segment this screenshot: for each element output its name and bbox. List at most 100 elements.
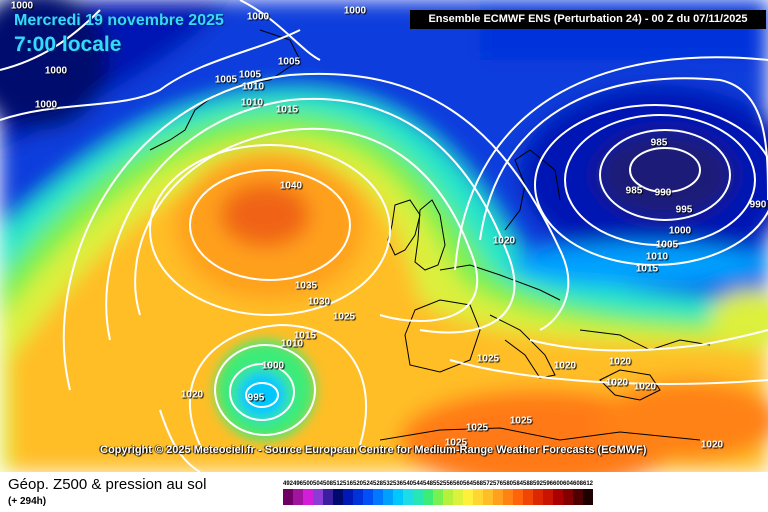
legend-cell: 560 xyxy=(453,480,463,505)
map-footer: Géop. Z500 & pression au sol (+ 294h) 49… xyxy=(0,472,768,512)
legend-cell: 572 xyxy=(483,480,493,505)
legend-swatch xyxy=(333,489,343,505)
isobar-label: 1005 xyxy=(238,69,262,81)
isobar-label: 1000 xyxy=(343,5,367,17)
legend-swatch xyxy=(513,489,523,505)
legend-value: 496 xyxy=(293,481,304,487)
legend-cell: 504 xyxy=(313,480,323,505)
legend-cell: 596 xyxy=(543,480,553,505)
legend-value: 552 xyxy=(433,481,444,487)
legend-value: 536 xyxy=(393,481,404,487)
legend-swatch xyxy=(573,489,583,505)
legend-cell: 520 xyxy=(353,480,363,505)
legend-cell: 516 xyxy=(343,480,353,505)
isobar-label: 1010 xyxy=(241,81,265,93)
lead-time: (+ 294h) xyxy=(8,496,47,507)
legend-cell: 540 xyxy=(403,480,413,505)
legend-swatch xyxy=(563,489,573,505)
legend-value: 564 xyxy=(463,481,474,487)
isobar-label: 1025 xyxy=(465,422,489,434)
legend-cell: 588 xyxy=(523,480,533,505)
isobar-label: 1000 xyxy=(10,0,34,12)
legend-swatch xyxy=(293,489,303,505)
legend-swatch xyxy=(493,489,503,505)
legend-cell: 564 xyxy=(463,480,473,505)
legend-value: 492 xyxy=(283,481,294,487)
legend-value: 508 xyxy=(323,481,334,487)
isobar-label: 1020 xyxy=(492,235,516,247)
legend-value: 524 xyxy=(363,481,374,487)
isobar-label: 1025 xyxy=(444,437,468,449)
isobar-label: 1010 xyxy=(645,251,669,263)
legend-swatch xyxy=(383,489,393,505)
legend-swatch xyxy=(403,489,413,505)
forecast-date: Mercredi 19 novembre 2025 xyxy=(14,12,224,29)
color-scale-legend: 492 496 500 504 508 512 516 520 524 528 532 536 540 5… xyxy=(283,480,593,505)
legend-cell: 492 xyxy=(283,480,293,505)
isobar-label: 1005 xyxy=(655,239,679,251)
legend-cell: 532 xyxy=(383,480,393,505)
legend-cell: 576 xyxy=(493,480,503,505)
legend-value: 520 xyxy=(353,481,364,487)
legend-value: 576 xyxy=(493,481,504,487)
isobar-label: 1010 xyxy=(240,97,264,109)
legend-cell: 604 xyxy=(563,480,573,505)
legend-cell: 592 xyxy=(533,480,543,505)
isobar-label: 1020 xyxy=(553,360,577,372)
product-title: Géop. Z500 & pression au sol xyxy=(8,476,207,493)
legend-value: 580 xyxy=(503,481,514,487)
isobar-label: 1015 xyxy=(635,263,659,275)
legend-value: 540 xyxy=(403,481,414,487)
legend-cell: 556 xyxy=(443,480,453,505)
legend-swatch xyxy=(433,489,443,505)
forecast-local-time: 7:00 locale xyxy=(14,33,122,56)
isobar-label: 985 xyxy=(625,185,643,197)
isobar-label: 1000 xyxy=(44,65,68,77)
legend-cell: 612 xyxy=(583,480,593,505)
legend-cell: 528 xyxy=(373,480,383,505)
legend-swatch xyxy=(473,489,483,505)
weather-map: 1000 1000 1000 1000 1000 1005 1005 1005 … xyxy=(0,0,768,472)
legend-cell: 608 xyxy=(573,480,583,505)
legend-swatch xyxy=(353,489,363,505)
isobar-label: 985 xyxy=(650,137,668,149)
legend-value: 544 xyxy=(413,481,424,487)
isobar-label: 1030 xyxy=(307,296,331,308)
legend-value: 588 xyxy=(523,481,534,487)
legend-value: 604 xyxy=(563,481,574,487)
legend-cell: 584 xyxy=(513,480,523,505)
legend-swatch xyxy=(443,489,453,505)
isobar-label: 990 xyxy=(654,187,672,199)
isobar-label: 995 xyxy=(675,204,693,216)
legend-value: 608 xyxy=(573,481,584,487)
isobar-label: 1015 xyxy=(293,330,317,342)
isobar-label: 1020 xyxy=(700,439,724,451)
legend-cell: 580 xyxy=(503,480,513,505)
legend-cell: 552 xyxy=(433,480,443,505)
isobar-label: 1000 xyxy=(261,360,285,372)
isobar-label: 1035 xyxy=(294,280,318,292)
isobar-label: 1015 xyxy=(275,104,299,116)
legend-swatch xyxy=(373,489,383,505)
legend-value: 572 xyxy=(483,481,494,487)
isobar-label: 1020 xyxy=(605,377,629,389)
z500-field xyxy=(0,0,768,472)
isobar-label: 1040 xyxy=(279,180,303,192)
isobar-label: 1005 xyxy=(214,74,238,86)
legend-cell: 536 xyxy=(393,480,403,505)
isobar-label: 1025 xyxy=(332,311,356,323)
legend-swatch xyxy=(463,489,473,505)
legend-cell: 600 xyxy=(553,480,563,505)
legend-cell: 568 xyxy=(473,480,483,505)
legend-swatch xyxy=(393,489,403,505)
legend-value: 596 xyxy=(543,481,554,487)
legend-swatch xyxy=(503,489,513,505)
legend-cell: 544 xyxy=(413,480,423,505)
legend-value: 600 xyxy=(553,481,564,487)
legend-swatch xyxy=(313,489,323,505)
legend-swatch xyxy=(453,489,463,505)
legend-swatch xyxy=(323,489,333,505)
legend-swatch xyxy=(553,489,563,505)
legend-swatch xyxy=(533,489,543,505)
isobar-label: 1025 xyxy=(476,353,500,365)
